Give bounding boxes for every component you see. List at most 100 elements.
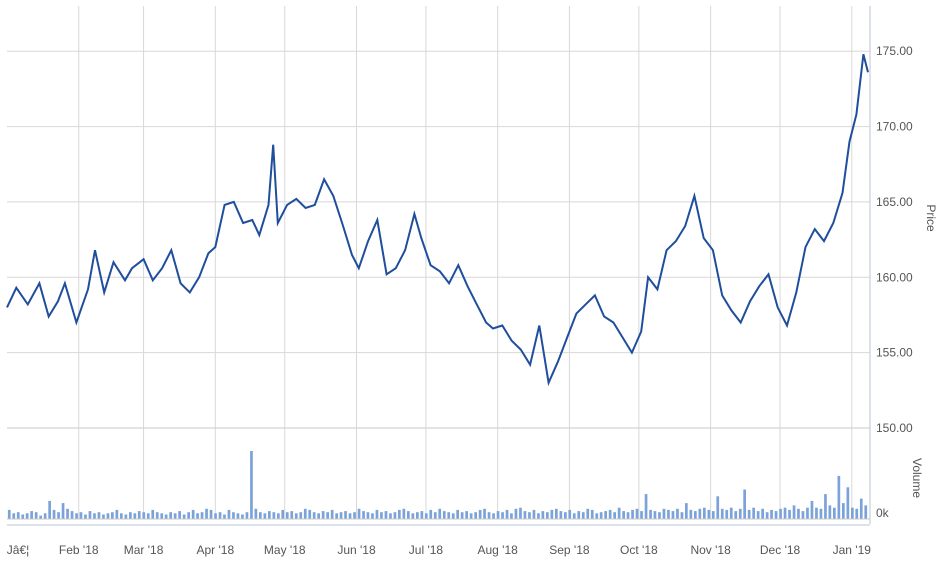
- volume-bar[interactable]: [236, 513, 240, 519]
- volume-bar[interactable]: [833, 507, 836, 519]
- volume-bar[interactable]: [792, 505, 796, 519]
- volume-bar[interactable]: [608, 509, 612, 519]
- volume-bar[interactable]: [375, 509, 379, 519]
- volume-bar[interactable]: [164, 514, 168, 520]
- volume-bar[interactable]: [321, 511, 325, 519]
- volume-bar[interactable]: [30, 511, 33, 519]
- volume-bar[interactable]: [178, 511, 181, 519]
- volume-bar[interactable]: [797, 508, 800, 519]
- volume-bar[interactable]: [39, 515, 42, 519]
- volume-bar[interactable]: [353, 512, 356, 519]
- volume-bar[interactable]: [514, 508, 518, 519]
- volume-bar[interactable]: [752, 507, 755, 519]
- volume-bar[interactable]: [227, 509, 231, 519]
- volume-bar[interactable]: [299, 512, 303, 519]
- volume-bar[interactable]: [196, 513, 199, 519]
- volume-bar[interactable]: [70, 511, 74, 519]
- volume-bar[interactable]: [97, 512, 101, 519]
- volume-bar[interactable]: [810, 500, 814, 519]
- volume-bar[interactable]: [671, 511, 675, 519]
- volume-bar[interactable]: [438, 508, 442, 519]
- volume-bar[interactable]: [703, 507, 706, 519]
- volume-bar[interactable]: [667, 509, 670, 519]
- volume-bar[interactable]: [662, 508, 666, 519]
- volume-bar[interactable]: [644, 494, 648, 519]
- volume-bar[interactable]: [160, 513, 164, 519]
- volume-bar[interactable]: [398, 509, 401, 519]
- volume-bar[interactable]: [120, 513, 123, 519]
- volume-bar[interactable]: [483, 508, 486, 519]
- volume-bar[interactable]: [604, 511, 607, 519]
- volume-bar[interactable]: [268, 511, 271, 519]
- volume-bar[interactable]: [173, 513, 177, 519]
- volume-bar[interactable]: [312, 512, 316, 519]
- volume-bar[interactable]: [837, 475, 841, 519]
- volume-bar[interactable]: [357, 508, 361, 519]
- volume-bar[interactable]: [680, 512, 684, 519]
- volume-bar[interactable]: [191, 509, 195, 519]
- volume-bar[interactable]: [146, 513, 150, 519]
- volume-bar[interactable]: [187, 512, 190, 519]
- volume-bar[interactable]: [523, 511, 527, 519]
- volume-bar[interactable]: [66, 508, 69, 519]
- volume-bar[interactable]: [129, 512, 132, 519]
- volume-bar[interactable]: [568, 509, 572, 519]
- volume-bar[interactable]: [622, 511, 625, 519]
- volume-bar[interactable]: [16, 512, 20, 519]
- volume-bar[interactable]: [330, 509, 334, 519]
- volume-bar[interactable]: [694, 511, 697, 519]
- volume-bar[interactable]: [79, 512, 83, 519]
- volume-bar[interactable]: [402, 508, 406, 519]
- volume-bar[interactable]: [250, 451, 253, 519]
- volume-bar[interactable]: [218, 512, 222, 519]
- volume-bar[interactable]: [747, 509, 751, 519]
- volume-bar[interactable]: [685, 503, 688, 519]
- volume-bar[interactable]: [541, 511, 545, 519]
- volume-bar[interactable]: [232, 512, 235, 519]
- volume-bar[interactable]: [734, 511, 738, 519]
- volume-bar[interactable]: [447, 512, 451, 519]
- volume-bar[interactable]: [546, 512, 549, 519]
- volume-bar[interactable]: [75, 513, 78, 519]
- volume-bar[interactable]: [586, 508, 590, 519]
- volume-bar[interactable]: [263, 513, 267, 519]
- volume-bar[interactable]: [720, 508, 724, 519]
- volume-bar[interactable]: [779, 508, 782, 519]
- volume-bar[interactable]: [420, 511, 424, 519]
- volume-bar[interactable]: [707, 509, 711, 519]
- volume-bar[interactable]: [371, 513, 374, 519]
- volume-bar[interactable]: [788, 509, 791, 519]
- volume-bar[interactable]: [205, 508, 208, 519]
- volume-bar[interactable]: [617, 507, 621, 519]
- volume-bar[interactable]: [411, 513, 415, 519]
- volume-bar[interactable]: [326, 512, 329, 519]
- volume-bar[interactable]: [416, 512, 419, 519]
- volume-bar[interactable]: [344, 511, 347, 519]
- volume-bar[interactable]: [761, 508, 764, 519]
- volume-bar[interactable]: [716, 496, 720, 519]
- volume-bar[interactable]: [743, 489, 746, 520]
- volume-bar[interactable]: [640, 511, 643, 519]
- volume-bar[interactable]: [245, 512, 249, 519]
- volume-bar[interactable]: [456, 509, 459, 519]
- volume-bar[interactable]: [505, 509, 509, 519]
- volume-bar[interactable]: [599, 512, 603, 519]
- volume-bar[interactable]: [460, 512, 464, 519]
- volume-bar[interactable]: [21, 514, 25, 520]
- volume-bar[interactable]: [303, 508, 307, 519]
- volume-bar[interactable]: [528, 512, 531, 519]
- volume-bar[interactable]: [469, 513, 473, 519]
- volume-bar[interactable]: [281, 509, 285, 519]
- volume-bar[interactable]: [689, 509, 693, 519]
- volume-bar[interactable]: [537, 513, 540, 519]
- volume-bar[interactable]: [389, 513, 392, 519]
- volume-bar[interactable]: [151, 509, 155, 519]
- volume-bar[interactable]: [559, 511, 563, 519]
- volume-bar[interactable]: [478, 509, 482, 519]
- volume-bar[interactable]: [61, 503, 65, 519]
- volume-bar[interactable]: [317, 513, 320, 519]
- volume-bar[interactable]: [658, 512, 661, 519]
- volume-bar[interactable]: [366, 512, 370, 519]
- volume-bar[interactable]: [433, 512, 437, 519]
- volume-bar[interactable]: [34, 512, 38, 519]
